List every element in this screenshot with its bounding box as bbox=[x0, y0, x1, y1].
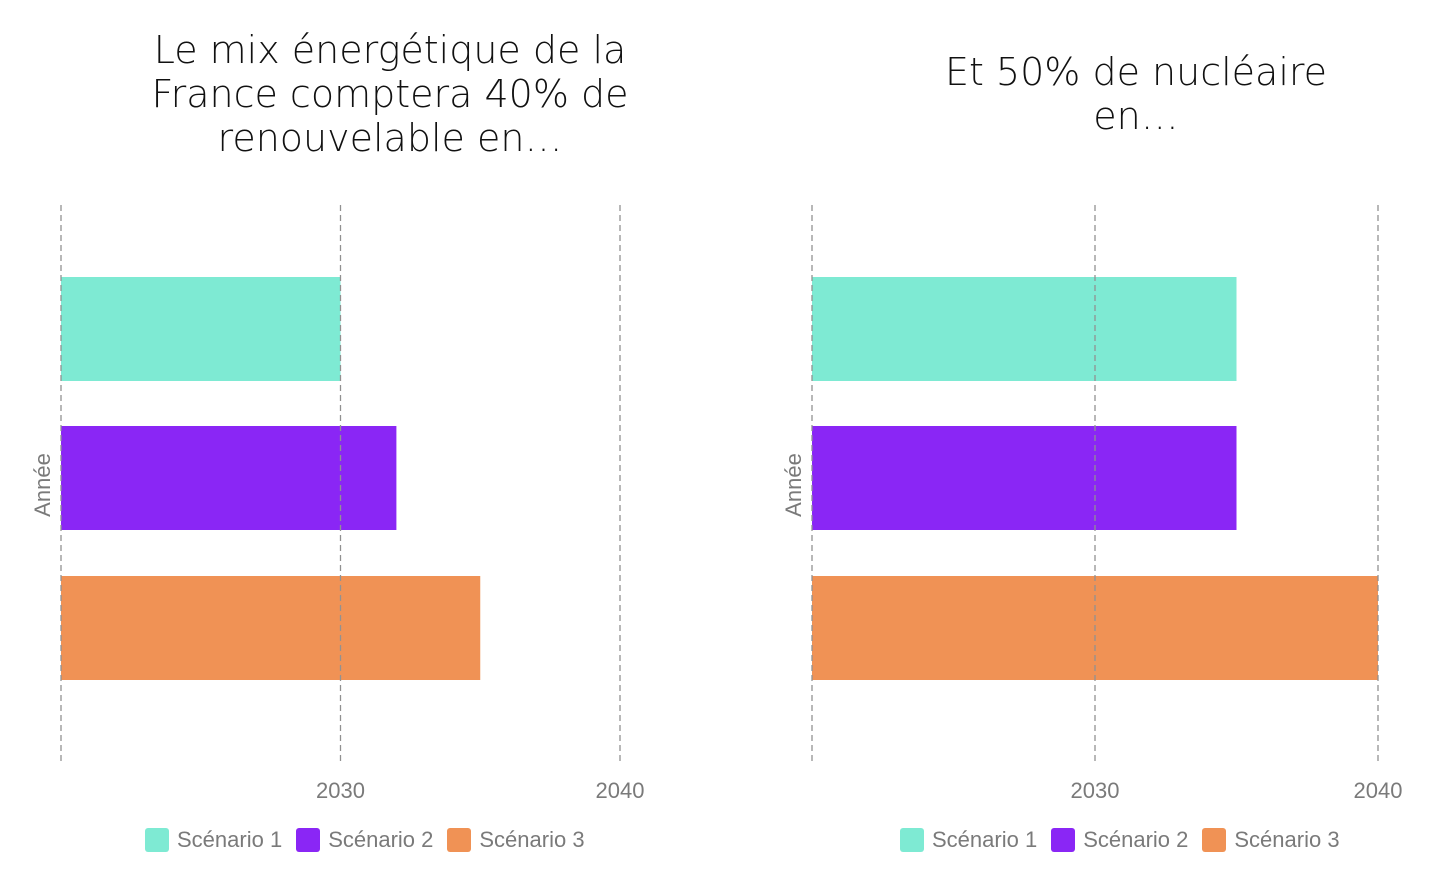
legend-item-scenario-3: Scénario 3 bbox=[447, 827, 585, 853]
chart-title-line: Et 50% de nucléaire bbox=[944, 50, 1328, 94]
x-tick-label: 2030 bbox=[1071, 778, 1120, 803]
x-tick-label: 2040 bbox=[596, 778, 645, 803]
legend-item-scenario-2: Scénario 2 bbox=[1051, 827, 1188, 853]
legend: Scénario 1 Scénario 2 Scénario 3 bbox=[145, 827, 599, 853]
legend-swatch bbox=[1051, 828, 1076, 852]
x-tick-label: 2030 bbox=[316, 778, 365, 803]
chart-title-line: Le mix énergétique de la bbox=[153, 28, 627, 72]
bar-sc-nario-1 bbox=[812, 277, 1237, 381]
legend-label: Scénario 2 bbox=[1083, 827, 1189, 852]
y-axis-title: Année bbox=[30, 453, 55, 517]
bar-chart-renewable: 2030 2040 Année bbox=[30, 205, 645, 803]
legend-label: Scénario 3 bbox=[479, 827, 585, 852]
chart-panel-nuclear: Et 50% de nucléaire en… 2030 2040 Année Sc… bbox=[721, 0, 1442, 888]
bar-chart-nuclear: 2030 2040 Année bbox=[781, 205, 1403, 803]
bar-sc-nario-2 bbox=[812, 426, 1237, 530]
legend-item-scenario-1: Scénario 1 bbox=[145, 827, 282, 853]
legend-swatch bbox=[900, 828, 924, 852]
legend-swatch bbox=[447, 828, 472, 852]
chart-title-line: France comptera 40% de bbox=[151, 72, 629, 116]
legend-label: Scénario 1 bbox=[932, 827, 1038, 852]
legend-label: Scénario 1 bbox=[177, 827, 283, 852]
chart-title: Le mix énergétique de la France comptera… bbox=[60, 28, 720, 160]
legend-swatch bbox=[145, 828, 169, 852]
y-axis-title: Année bbox=[781, 453, 806, 517]
bar-sc-nario-1 bbox=[61, 277, 341, 381]
chart-title-line: renouvelable en… bbox=[217, 116, 563, 160]
legend-item-scenario-3: Scénario 3 bbox=[1202, 827, 1340, 853]
x-tick-label: 2040 bbox=[1354, 778, 1403, 803]
legend-item-scenario-2: Scénario 2 bbox=[296, 827, 433, 853]
legend: Scénario 1 Scénario 2 Scénario 3 bbox=[900, 827, 1354, 853]
chart-panel-renewable: Le mix énergétique de la France comptera… bbox=[30, 28, 720, 853]
legend-item-scenario-1: Scénario 1 bbox=[900, 827, 1037, 853]
legend-label: Scénario 2 bbox=[328, 827, 434, 852]
bar-sc-nario-3 bbox=[61, 576, 481, 680]
chart-title-line: en… bbox=[1093, 94, 1179, 138]
legend-swatch bbox=[1202, 828, 1227, 852]
legend-swatch bbox=[296, 828, 321, 852]
bar-sc-nario-2 bbox=[61, 426, 397, 530]
chart-title: Et 50% de nucléaire en… bbox=[816, 50, 1442, 138]
legend-label: Scénario 3 bbox=[1234, 827, 1340, 852]
